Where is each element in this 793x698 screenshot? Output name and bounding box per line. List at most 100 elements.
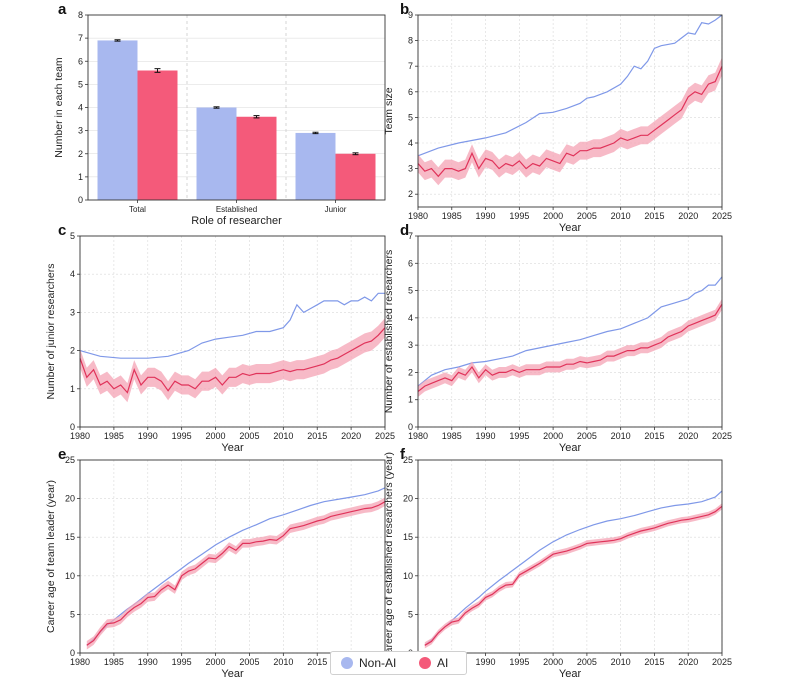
x-tick-label: 1990 bbox=[138, 657, 158, 667]
bar-ai-established bbox=[236, 116, 277, 200]
y-axis-label: Number in each team bbox=[53, 57, 65, 158]
x-tick-label: 2010 bbox=[611, 431, 631, 441]
x-tick-label: 1995 bbox=[509, 657, 529, 667]
x-tick-label: 2000 bbox=[543, 657, 563, 667]
legend-swatch-nonai bbox=[341, 657, 353, 669]
confidence-band-ai bbox=[418, 57, 722, 186]
x-tick-label: 2000 bbox=[206, 431, 226, 441]
y-tick-label: 15 bbox=[65, 532, 75, 542]
y-tick-label: 7 bbox=[408, 61, 413, 71]
y-tick-label: 5 bbox=[408, 112, 413, 122]
x-tick-label: 1985 bbox=[104, 657, 124, 667]
panel-c: c 0 1 2 3 4 5 1980 1985 1990 1995 2000 2005 2010 2015 2… bbox=[45, 222, 395, 454]
panel-a: a 0 1 2 3 4 5 6 7 8 Total Established Junior Role of … bbox=[53, 1, 386, 227]
x-tick-label: 2020 bbox=[678, 431, 698, 441]
panel-letter-a: a bbox=[58, 1, 67, 18]
x-tick-label: 2025 bbox=[712, 211, 732, 221]
legend-item-ai: AI bbox=[419, 656, 448, 670]
y-tick-label: 1 bbox=[408, 395, 413, 405]
bar-ai-total bbox=[137, 70, 178, 200]
series-line-ai bbox=[86, 501, 386, 646]
y-tick-label: 2 bbox=[408, 367, 413, 377]
x-tick-label: 1995 bbox=[172, 657, 192, 667]
x-tick-label: 2010 bbox=[273, 657, 293, 667]
x-tick-label: 2020 bbox=[678, 657, 698, 667]
y-tick-label: 2 bbox=[78, 149, 83, 159]
x-tick-label: 1995 bbox=[172, 431, 192, 441]
x-tick-label: 2000 bbox=[543, 211, 563, 221]
panel-f: f051015202519801985199019952000200520102… bbox=[383, 446, 732, 680]
y-tick-label: 15 bbox=[403, 532, 413, 542]
bar-nonai-junior bbox=[295, 132, 336, 200]
y-tick-label: 3 bbox=[408, 340, 413, 350]
y-tick-label: 8 bbox=[78, 10, 83, 20]
x-tick-label: 2020 bbox=[678, 211, 698, 221]
y-tick-label: 1 bbox=[78, 172, 83, 182]
plot-frame bbox=[87, 14, 386, 201]
y-tick-label: 9 bbox=[408, 10, 413, 20]
y-tick-label: 20 bbox=[403, 494, 413, 504]
y-tick-label: 7 bbox=[408, 231, 413, 241]
series-line-nonai bbox=[417, 14, 723, 157]
y-tick-label: 5 bbox=[408, 609, 413, 619]
bar-nonai-established bbox=[196, 107, 237, 200]
x-tick-label: 1990 bbox=[476, 657, 496, 667]
y-tick-label: 4 bbox=[78, 103, 83, 113]
y-tick-label: 3 bbox=[408, 164, 413, 174]
y-tick-label: 10 bbox=[403, 571, 413, 581]
y-tick-label: 5 bbox=[78, 79, 83, 89]
y-tick-label: 5 bbox=[408, 286, 413, 296]
x-tick-label: 2015 bbox=[644, 657, 664, 667]
y-tick-label: 25 bbox=[65, 455, 75, 465]
series-line-ai bbox=[79, 327, 386, 394]
y-axis-label: Career age of established researchers (y… bbox=[383, 452, 395, 661]
x-axis-label: Role of researcher bbox=[191, 215, 282, 227]
y-axis-label: Number of junior researchers bbox=[45, 264, 57, 400]
series-line-ai bbox=[424, 505, 723, 646]
series-line-nonai bbox=[79, 292, 385, 359]
panel-letter-e: e bbox=[58, 446, 66, 463]
legend-label-nonai: Non-AI bbox=[359, 656, 397, 670]
y-tick-label: 25 bbox=[403, 455, 413, 465]
x-tick-label: 1980 bbox=[408, 431, 428, 441]
x-axis-label: Year bbox=[221, 442, 244, 454]
y-tick-label: 4 bbox=[408, 138, 413, 148]
panel-letter-b: b bbox=[400, 1, 409, 18]
legend-label-ai: AI bbox=[437, 656, 449, 670]
x-tick-label: Established bbox=[216, 205, 257, 214]
y-tick-label: 5 bbox=[70, 609, 75, 619]
x-tick-label: 2010 bbox=[273, 431, 293, 441]
panel-d: d 0 1 2 3 4 5 6 7 1980 1985 1990 1995 2000 2005 2010 201… bbox=[383, 222, 732, 454]
series-line-ai bbox=[417, 303, 723, 392]
confidence-band-ai bbox=[424, 503, 722, 649]
x-tick-label: 1995 bbox=[509, 431, 529, 441]
x-axis-label: Year bbox=[559, 442, 582, 454]
y-tick-label: 8 bbox=[408, 36, 413, 46]
y-tick-label: 6 bbox=[78, 56, 83, 66]
x-tick-label: 1985 bbox=[442, 211, 462, 221]
series-line-ai bbox=[417, 65, 723, 178]
x-axis-label: Year bbox=[559, 668, 582, 680]
y-tick-label: 7 bbox=[78, 33, 83, 43]
y-tick-label: 2 bbox=[70, 346, 75, 356]
y-tick-label: 0 bbox=[70, 648, 75, 658]
y-tick-label: 0 bbox=[408, 422, 413, 432]
x-tick-label: 2015 bbox=[644, 431, 664, 441]
legend: Non-AI AI bbox=[330, 651, 467, 675]
y-axis-label: Career age of team leader (year) bbox=[45, 480, 57, 633]
bar-nonai-total bbox=[97, 40, 138, 200]
x-tick-label: 1985 bbox=[104, 431, 124, 441]
plot-frame bbox=[79, 459, 386, 654]
legend-swatch-ai bbox=[419, 657, 431, 669]
y-tick-label: 2 bbox=[408, 189, 413, 199]
x-tick-label: 2000 bbox=[543, 431, 563, 441]
x-tick-label: 1990 bbox=[476, 211, 496, 221]
x-tick-label: 2015 bbox=[307, 431, 327, 441]
x-tick-label: 2005 bbox=[577, 431, 597, 441]
x-tick-label: 1990 bbox=[476, 431, 496, 441]
series-line-nonai bbox=[417, 276, 723, 387]
x-tick-label: 1980 bbox=[70, 657, 90, 667]
x-tick-label: 2005 bbox=[577, 657, 597, 667]
plot-frame bbox=[417, 235, 723, 428]
